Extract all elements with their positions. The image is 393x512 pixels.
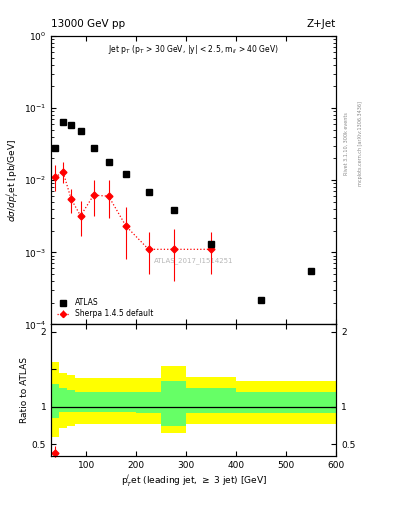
Text: mcplots.cern.ch [arXiv:1306.3436]: mcplots.cern.ch [arXiv:1306.3436] (358, 101, 363, 186)
X-axis label: p$_T^j$et (leading jet, $\geq$ 3 jet) [GeV]: p$_T^j$et (leading jet, $\geq$ 3 jet) [G… (121, 472, 266, 488)
ATLAS (124, 172, 129, 178)
Text: ATLAS_2017_I1514251: ATLAS_2017_I1514251 (154, 258, 233, 264)
ATLAS (69, 122, 73, 128)
ATLAS (146, 189, 151, 195)
ATLAS (259, 296, 263, 303)
ATLAS (53, 145, 57, 151)
Text: Jet p$_T$ (p$_T$ > 30 GeV, |y| < 2.5, m$_{ll}$ > 40 GeV): Jet p$_T$ (p$_T$ > 30 GeV, |y| < 2.5, m$… (108, 43, 279, 56)
Line: ATLAS: ATLAS (51, 118, 314, 303)
ATLAS (309, 268, 313, 274)
Text: Rivet 3.1.10, 300k events: Rivet 3.1.10, 300k events (344, 112, 349, 175)
Text: 13000 GeV pp: 13000 GeV pp (51, 18, 125, 29)
Y-axis label: Ratio to ATLAS: Ratio to ATLAS (20, 357, 29, 423)
ATLAS (171, 207, 176, 214)
ATLAS (209, 241, 213, 247)
ATLAS (91, 145, 96, 151)
Y-axis label: $d\sigma/dp_T^j$et [pb/GeV]: $d\sigma/dp_T^j$et [pb/GeV] (5, 139, 21, 222)
Legend: ATLAS, Sherpa 1.4.5 default: ATLAS, Sherpa 1.4.5 default (55, 296, 156, 321)
Text: Z+Jet: Z+Jet (307, 18, 336, 29)
ATLAS (106, 159, 111, 165)
ATLAS (61, 118, 66, 124)
ATLAS (78, 128, 83, 134)
